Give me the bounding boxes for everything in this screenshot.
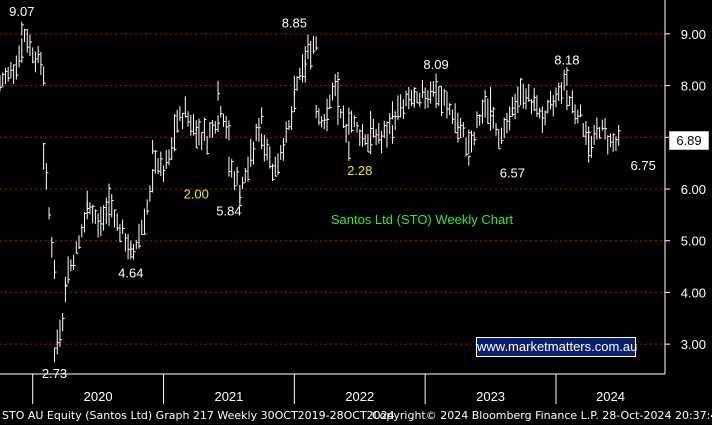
data-label: 6.75 bbox=[631, 158, 656, 173]
footer-left: STO AU Equity (Santos Ltd) Graph 217 Wee… bbox=[2, 409, 395, 422]
footer-right: Copyright© 2024 Bloomberg Finance L.P. 2… bbox=[372, 409, 712, 422]
footer: STO AU Equity (Santos Ltd) Graph 217 Wee… bbox=[0, 406, 712, 425]
data-label: 8.09 bbox=[423, 57, 448, 72]
data-label: 2.28 bbox=[347, 163, 372, 178]
x-tick-label: 2020 bbox=[84, 389, 113, 404]
annotations: 9.07 2.73 4.64 2.00 5.84 8.85 2.28 8.09 6.57 8.18… bbox=[9, 4, 656, 381]
data-label: 8.18 bbox=[554, 52, 579, 67]
x-tick-label: 2021 bbox=[214, 389, 243, 404]
y-tick-label: 5.00 bbox=[681, 234, 706, 249]
data-label: 2.00 bbox=[184, 187, 209, 202]
data-label: 8.85 bbox=[282, 16, 307, 31]
y-tick-label: 9.00 bbox=[681, 27, 706, 42]
data-label: 4.64 bbox=[118, 265, 143, 280]
last-price-label: 6.89 bbox=[669, 131, 709, 150]
y-tick-label: 4.00 bbox=[681, 285, 706, 300]
x-tick-label: 2024 bbox=[596, 389, 625, 404]
website-label: www.marketmatters.com.au bbox=[476, 337, 637, 357]
price-chart: 3.004.005.006.007.008.009.00202020212022… bbox=[0, 0, 706, 404]
data-label: 6.57 bbox=[500, 166, 525, 181]
data-label: 2.73 bbox=[42, 366, 67, 381]
y-tick-label: 6.00 bbox=[681, 182, 706, 197]
x-tick-label: 2023 bbox=[476, 389, 505, 404]
data-label: 5.84 bbox=[216, 203, 241, 218]
axis-ticks: 3.004.005.006.007.008.009.00202020212022… bbox=[0, 0, 706, 404]
chart-grid bbox=[0, 33, 665, 345]
data-label: 9.07 bbox=[9, 4, 34, 19]
chart-title: Santos Ltd (STO) Weekly Chart bbox=[331, 212, 514, 227]
x-tick-label: 2022 bbox=[345, 389, 374, 404]
price-bars bbox=[0, 21, 621, 363]
y-tick-label: 3.00 bbox=[681, 337, 706, 352]
y-tick-label: 8.00 bbox=[681, 79, 706, 94]
